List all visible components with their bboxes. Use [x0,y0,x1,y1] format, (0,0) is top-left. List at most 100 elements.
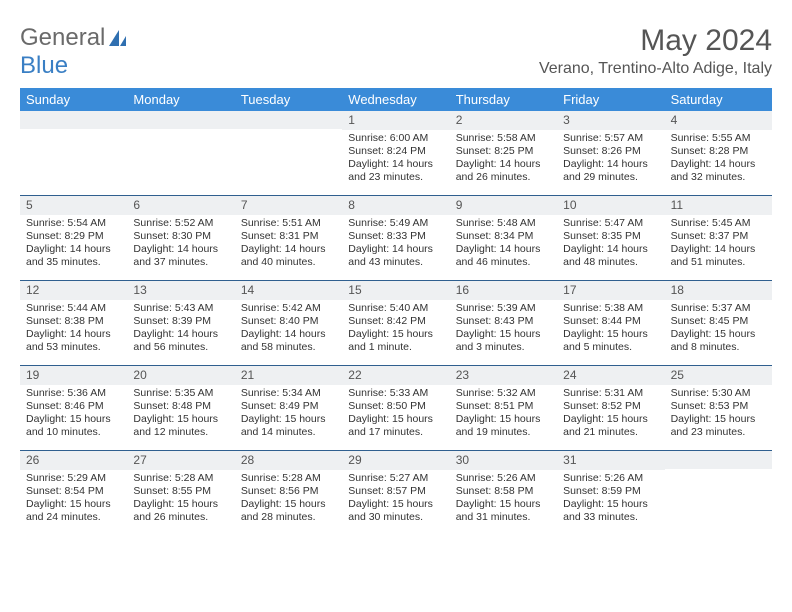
sunrise-text: Sunrise: 5:55 AM [671,132,766,145]
sunset-text: Sunset: 8:56 PM [241,485,336,498]
sail-icon [107,28,127,48]
daylight-text: Daylight: 14 hours and 56 minutes. [133,328,228,354]
sunset-text: Sunset: 8:44 PM [563,315,658,328]
sunset-text: Sunset: 8:46 PM [26,400,121,413]
day-number: 23 [450,366,557,385]
day-number [20,111,127,129]
sunrise-text: Sunrise: 5:44 AM [26,302,121,315]
day-cell: 7Sunrise: 5:51 AMSunset: 8:31 PMDaylight… [235,196,342,280]
day-number: 27 [127,451,234,470]
sunset-text: Sunset: 8:26 PM [563,145,658,158]
day-number: 22 [342,366,449,385]
sunset-text: Sunset: 8:24 PM [348,145,443,158]
brand-text-1: General [20,24,105,52]
daylight-text: Daylight: 14 hours and 35 minutes. [26,243,121,269]
day-number: 28 [235,451,342,470]
day-body: Sunrise: 5:42 AMSunset: 8:40 PMDaylight:… [235,300,342,359]
day-number [127,111,234,129]
day-body: Sunrise: 5:49 AMSunset: 8:33 PMDaylight:… [342,215,449,274]
day-cell: 2Sunrise: 5:58 AMSunset: 8:25 PMDaylight… [450,111,557,195]
day-cell: 29Sunrise: 5:27 AMSunset: 8:57 PMDayligh… [342,451,449,535]
daylight-text: Daylight: 14 hours and 43 minutes. [348,243,443,269]
dayname-wed: Wednesday [342,88,449,111]
day-cell [235,111,342,195]
sunset-text: Sunset: 8:59 PM [563,485,658,498]
day-cell: 16Sunrise: 5:39 AMSunset: 8:43 PMDayligh… [450,281,557,365]
sunset-text: Sunset: 8:55 PM [133,485,228,498]
sunrise-text: Sunrise: 5:51 AM [241,217,336,230]
daylight-text: Daylight: 15 hours and 5 minutes. [563,328,658,354]
sunset-text: Sunset: 8:52 PM [563,400,658,413]
day-cell: 8Sunrise: 5:49 AMSunset: 8:33 PMDaylight… [342,196,449,280]
day-number: 15 [342,281,449,300]
day-body: Sunrise: 5:37 AMSunset: 8:45 PMDaylight:… [665,300,772,359]
daylight-text: Daylight: 15 hours and 17 minutes. [348,413,443,439]
day-cell: 9Sunrise: 5:48 AMSunset: 8:34 PMDaylight… [450,196,557,280]
week-row: 5Sunrise: 5:54 AMSunset: 8:29 PMDaylight… [20,196,772,281]
sunrise-text: Sunrise: 5:57 AM [563,132,658,145]
sunset-text: Sunset: 8:30 PM [133,230,228,243]
day-body: Sunrise: 5:27 AMSunset: 8:57 PMDaylight:… [342,470,449,529]
weeks-container: 1Sunrise: 6:00 AMSunset: 8:24 PMDaylight… [20,111,772,535]
day-cell: 5Sunrise: 5:54 AMSunset: 8:29 PMDaylight… [20,196,127,280]
dayname-thu: Thursday [450,88,557,111]
day-cell: 4Sunrise: 5:55 AMSunset: 8:28 PMDaylight… [665,111,772,195]
day-body: Sunrise: 5:48 AMSunset: 8:34 PMDaylight:… [450,215,557,274]
sunrise-text: Sunrise: 5:33 AM [348,387,443,400]
sunrise-text: Sunrise: 5:43 AM [133,302,228,315]
day-body [20,129,127,135]
day-number: 9 [450,196,557,215]
day-number: 30 [450,451,557,470]
daylight-text: Daylight: 15 hours and 14 minutes. [241,413,336,439]
day-number: 16 [450,281,557,300]
day-body: Sunrise: 5:35 AMSunset: 8:48 PMDaylight:… [127,385,234,444]
day-body: Sunrise: 5:58 AMSunset: 8:25 PMDaylight:… [450,130,557,189]
day-number: 17 [557,281,664,300]
sunset-text: Sunset: 8:25 PM [456,145,551,158]
sunrise-text: Sunrise: 5:32 AM [456,387,551,400]
day-body: Sunrise: 5:52 AMSunset: 8:30 PMDaylight:… [127,215,234,274]
day-body [127,129,234,135]
day-body [665,469,772,475]
day-body: Sunrise: 5:43 AMSunset: 8:39 PMDaylight:… [127,300,234,359]
daylight-text: Daylight: 15 hours and 1 minute. [348,328,443,354]
sunrise-text: Sunrise: 5:31 AM [563,387,658,400]
day-cell: 11Sunrise: 5:45 AMSunset: 8:37 PMDayligh… [665,196,772,280]
sunset-text: Sunset: 8:53 PM [671,400,766,413]
daylight-text: Daylight: 15 hours and 30 minutes. [348,498,443,524]
day-body: Sunrise: 5:45 AMSunset: 8:37 PMDaylight:… [665,215,772,274]
sunrise-text: Sunrise: 5:34 AM [241,387,336,400]
day-cell: 19Sunrise: 5:36 AMSunset: 8:46 PMDayligh… [20,366,127,450]
dayname-sat: Saturday [665,88,772,111]
day-number: 6 [127,196,234,215]
week-row: 19Sunrise: 5:36 AMSunset: 8:46 PMDayligh… [20,366,772,451]
sunset-text: Sunset: 8:54 PM [26,485,121,498]
dayname-tue: Tuesday [235,88,342,111]
sunrise-text: Sunrise: 5:36 AM [26,387,121,400]
daylight-text: Daylight: 15 hours and 33 minutes. [563,498,658,524]
daylight-text: Daylight: 14 hours and 46 minutes. [456,243,551,269]
day-number: 8 [342,196,449,215]
sunrise-text: Sunrise: 5:38 AM [563,302,658,315]
sunset-text: Sunset: 8:35 PM [563,230,658,243]
day-body: Sunrise: 5:29 AMSunset: 8:54 PMDaylight:… [20,470,127,529]
sunset-text: Sunset: 8:33 PM [348,230,443,243]
week-row: 12Sunrise: 5:44 AMSunset: 8:38 PMDayligh… [20,281,772,366]
day-number: 5 [20,196,127,215]
day-body: Sunrise: 5:26 AMSunset: 8:58 PMDaylight:… [450,470,557,529]
brand-logo: General [20,24,129,52]
day-number: 31 [557,451,664,470]
day-body: Sunrise: 5:28 AMSunset: 8:55 PMDaylight:… [127,470,234,529]
day-body [235,129,342,135]
sunset-text: Sunset: 8:45 PM [671,315,766,328]
daylight-text: Daylight: 14 hours and 53 minutes. [26,328,121,354]
day-body: Sunrise: 5:44 AMSunset: 8:38 PMDaylight:… [20,300,127,359]
day-number: 25 [665,366,772,385]
daylight-text: Daylight: 15 hours and 31 minutes. [456,498,551,524]
daylight-text: Daylight: 14 hours and 51 minutes. [671,243,766,269]
sunset-text: Sunset: 8:37 PM [671,230,766,243]
sunset-text: Sunset: 8:58 PM [456,485,551,498]
day-body: Sunrise: 5:57 AMSunset: 8:26 PMDaylight:… [557,130,664,189]
day-body: Sunrise: 5:47 AMSunset: 8:35 PMDaylight:… [557,215,664,274]
day-cell: 31Sunrise: 5:26 AMSunset: 8:59 PMDayligh… [557,451,664,535]
